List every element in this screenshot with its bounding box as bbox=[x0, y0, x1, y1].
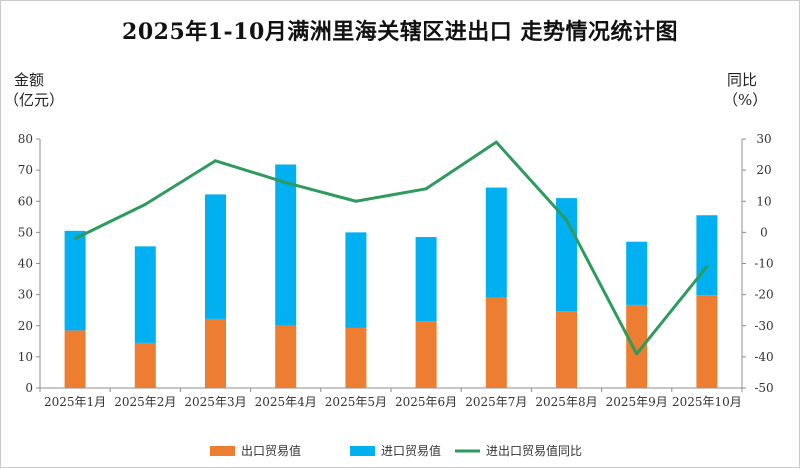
legend-swatch-import bbox=[350, 446, 375, 456]
right-tick-label: 20 bbox=[756, 163, 771, 177]
yoy-point bbox=[73, 237, 77, 241]
right-tick-label: -10 bbox=[754, 257, 773, 271]
left-axis-unit: （亿元） bbox=[4, 91, 65, 109]
x-tick-label: 2025年2月 bbox=[114, 395, 176, 409]
import-bar bbox=[205, 194, 226, 319]
import-bar bbox=[556, 198, 577, 312]
x-tick-label: 2025年5月 bbox=[325, 395, 387, 409]
export-bar bbox=[696, 295, 718, 388]
export-bar bbox=[556, 311, 577, 388]
left-tick-label: 30 bbox=[18, 288, 33, 302]
x-tick-label: 2025年1月 bbox=[44, 395, 106, 409]
right-tick-label: -20 bbox=[754, 288, 773, 302]
x-tick-label: 2025年4月 bbox=[255, 395, 317, 409]
import-bar bbox=[64, 230, 86, 331]
yoy-point bbox=[354, 199, 358, 203]
left-tick-label: 50 bbox=[18, 225, 33, 239]
import-bar bbox=[345, 232, 367, 328]
right-axis-title: 同比 bbox=[727, 71, 758, 89]
export-bar bbox=[345, 327, 367, 388]
left-tick-label: 80 bbox=[18, 132, 33, 146]
left-tick-label: 70 bbox=[18, 163, 33, 177]
import-bar bbox=[275, 164, 297, 326]
yoy-line bbox=[74, 140, 709, 356]
import-bar bbox=[696, 215, 718, 296]
legend-label-export: 出口贸易值 bbox=[241, 443, 301, 458]
legend-label-yoy: 进出口贸易值同比 bbox=[486, 443, 582, 458]
x-tick-label: 2025年8月 bbox=[535, 395, 597, 409]
export-bar bbox=[134, 342, 156, 388]
export-bar bbox=[205, 318, 226, 388]
yoy-point bbox=[565, 218, 568, 222]
x-tick-label: 2025年9月 bbox=[606, 395, 668, 409]
left-tick-label: 20 bbox=[18, 319, 33, 333]
export-bar bbox=[485, 297, 507, 388]
left-tick-label: 60 bbox=[18, 194, 33, 208]
yoy-point bbox=[705, 265, 709, 269]
yoy-point bbox=[635, 352, 639, 356]
right-tick-label: 30 bbox=[756, 132, 771, 146]
legend-label-import: 进口贸易值 bbox=[381, 443, 441, 458]
x-tick-label: 2025年6月 bbox=[395, 395, 457, 409]
left-axis-title: 金额 bbox=[14, 71, 45, 89]
right-tick-label: 10 bbox=[756, 194, 771, 208]
yoy-point bbox=[143, 202, 147, 206]
x-tick-label: 2025年7月 bbox=[465, 395, 527, 409]
import-bar bbox=[485, 187, 507, 298]
left-tick-label: 40 bbox=[18, 257, 33, 271]
yoy-point bbox=[214, 159, 217, 163]
yoy-point bbox=[424, 187, 428, 191]
right-tick-label: -30 bbox=[754, 319, 773, 333]
legend-swatch-export bbox=[210, 446, 235, 456]
export-bar bbox=[626, 304, 648, 388]
right-tick-label: 0 bbox=[760, 225, 768, 239]
yoy-point bbox=[284, 181, 288, 185]
import-bar bbox=[134, 246, 156, 343]
export-bar bbox=[415, 321, 437, 388]
chart-title: 2025年1-10月满洲里海关辖区进出口 走势情况统计图 bbox=[122, 19, 678, 45]
right-tick-label: -50 bbox=[754, 381, 773, 395]
export-bar bbox=[275, 325, 297, 388]
right-tick-label: -40 bbox=[754, 350, 773, 364]
export-bar bbox=[64, 330, 86, 388]
yoy-point bbox=[494, 140, 498, 144]
right-axis-unit: （%） bbox=[723, 91, 768, 109]
import-bar bbox=[626, 241, 648, 305]
import-bar bbox=[415, 237, 437, 322]
x-tick-label: 2025年10月 bbox=[672, 395, 742, 409]
left-tick-label: 0 bbox=[25, 381, 33, 395]
x-tick-label: 2025年3月 bbox=[184, 395, 246, 409]
left-tick-label: 10 bbox=[18, 350, 33, 364]
